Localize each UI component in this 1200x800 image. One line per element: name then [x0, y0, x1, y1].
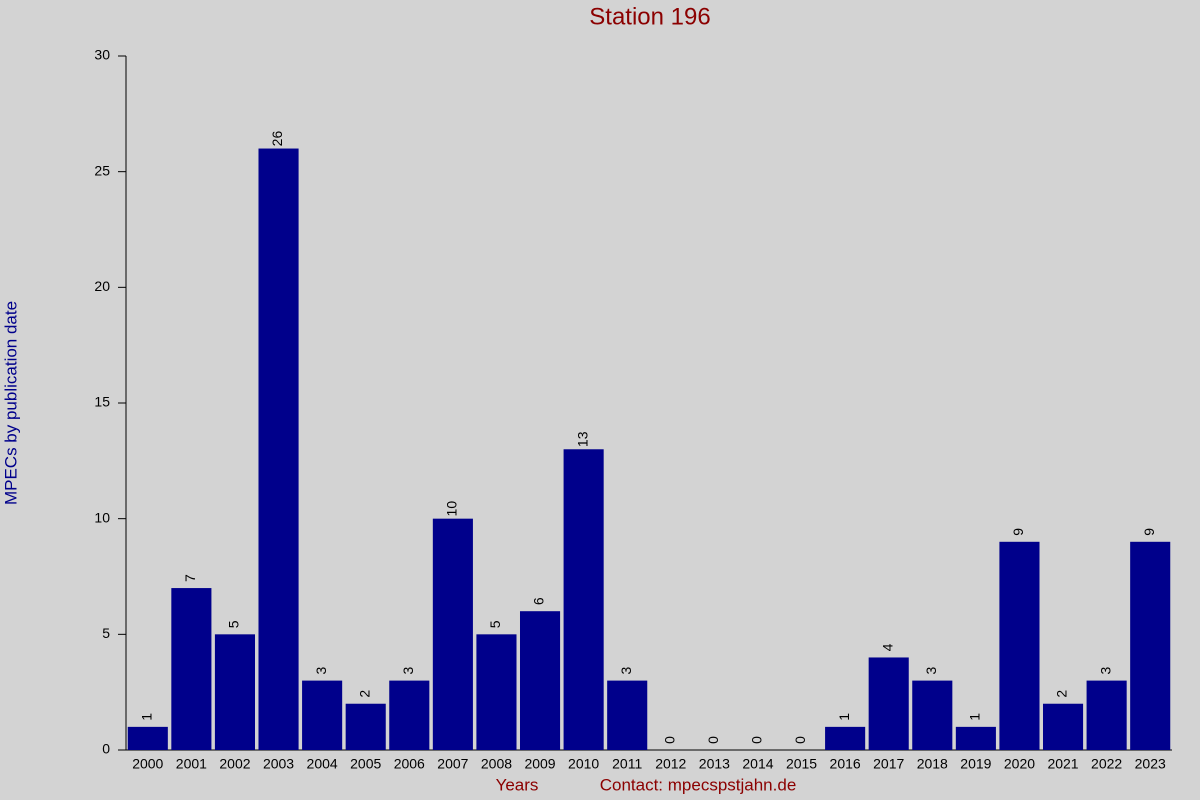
bar [476, 634, 517, 750]
x-tick-label: 2018 [917, 756, 948, 772]
bar [1042, 703, 1084, 750]
value-label: 3 [313, 666, 329, 674]
x-tick-label: 2021 [1047, 756, 1078, 772]
bar [519, 611, 561, 750]
bar [999, 541, 1040, 750]
value-label: 5 [226, 620, 242, 628]
x-tick-label: 2013 [699, 756, 730, 772]
x-tick-label: 2006 [394, 756, 425, 772]
value-label: 1 [836, 713, 852, 721]
value-label: 2 [356, 690, 372, 698]
value-label: 0 [705, 736, 721, 744]
value-label: 3 [1097, 666, 1113, 674]
bar [389, 680, 430, 750]
bar [214, 634, 256, 750]
x-tick-label: 2017 [873, 756, 904, 772]
x-tick-label: 2008 [481, 756, 512, 772]
value-label: 3 [923, 666, 939, 674]
value-label: 5 [487, 620, 503, 628]
x-tick-label: 2014 [742, 756, 773, 772]
value-label: 13 [574, 431, 590, 447]
x-tick-label: 2003 [263, 756, 294, 772]
bar [1086, 680, 1127, 750]
value-label: 10 [444, 501, 460, 517]
y-tick-label: 20 [94, 278, 110, 294]
y-tick-label: 30 [94, 47, 110, 63]
y-tick-label: 5 [102, 625, 110, 641]
x-tick-label: 2005 [350, 756, 381, 772]
x-tick-label: 2012 [655, 756, 686, 772]
x-axis-label: Years [496, 775, 539, 794]
value-label: 7 [182, 574, 198, 582]
bar [868, 657, 909, 750]
x-tick-label: 2016 [830, 756, 861, 772]
value-label: 3 [400, 666, 416, 674]
x-tick-label: 2020 [1004, 756, 1035, 772]
bar [955, 726, 996, 750]
x-tick-label: 2004 [307, 756, 338, 772]
value-label: 9 [1010, 528, 1026, 536]
x-tick-label: 2022 [1091, 756, 1122, 772]
y-axis-label: MPECs by publication date [1, 301, 20, 505]
bar [432, 518, 473, 750]
x-tick-label: 2011 [612, 756, 642, 772]
bar [258, 148, 299, 751]
bar [563, 449, 604, 750]
value-label: 0 [661, 736, 677, 744]
value-label: 1 [967, 713, 983, 721]
x-tick-label: 2001 [176, 756, 207, 772]
bar [912, 680, 953, 750]
y-tick-label: 10 [94, 509, 110, 525]
value-label: 6 [531, 597, 547, 605]
value-label: 3 [618, 666, 634, 674]
x-tick-label: 2000 [132, 756, 163, 772]
value-label: 2 [1054, 690, 1070, 698]
bar [345, 703, 386, 750]
value-label: 9 [1141, 528, 1157, 536]
x-tick-label: 2010 [568, 756, 599, 772]
bar [171, 588, 212, 750]
bar [1130, 541, 1171, 750]
value-label: 26 [269, 131, 285, 147]
bar [302, 680, 343, 750]
x-tick-label: 2023 [1135, 756, 1166, 772]
bar [607, 680, 648, 750]
x-tick-label: 2002 [219, 756, 250, 772]
y-tick-label: 15 [94, 394, 110, 410]
x-tick-label: 2019 [960, 756, 991, 772]
value-label: 1 [138, 713, 154, 721]
y-tick-label: 25 [94, 162, 110, 178]
chart-title: Station 196 [589, 3, 710, 30]
value-label: 4 [879, 643, 895, 651]
contact: Contact: mpecspstjahn.de [600, 775, 797, 794]
bar [825, 726, 866, 750]
value-label: 0 [749, 736, 765, 744]
x-tick-label: 2015 [786, 756, 817, 772]
x-tick-label: 2007 [437, 756, 468, 772]
x-tick-label: 2009 [524, 756, 555, 772]
y-tick-label: 0 [102, 741, 110, 757]
bar [127, 726, 168, 750]
value-label: 0 [792, 736, 808, 744]
